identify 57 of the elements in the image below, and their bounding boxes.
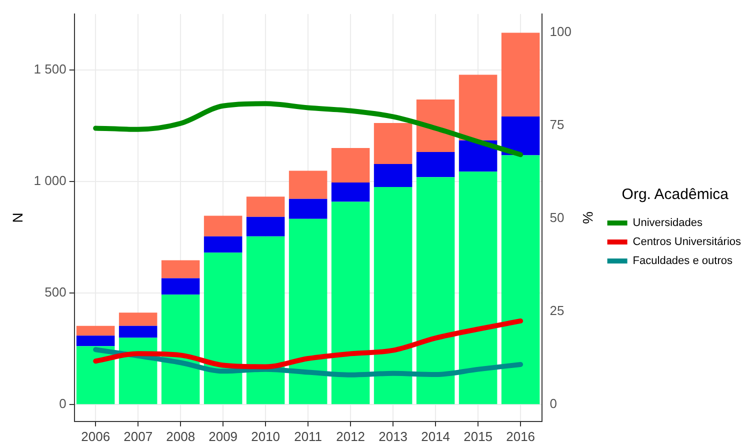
bar (331, 148, 370, 183)
bar (288, 170, 328, 199)
bar (416, 100, 455, 152)
bar (501, 116, 540, 156)
bar (246, 236, 285, 404)
bar (416, 177, 455, 404)
x-tick-label: 2007 (124, 428, 153, 444)
y-tick-label: 1 500 (34, 61, 66, 76)
bar (458, 172, 498, 404)
bar (76, 346, 115, 404)
x-tick-label: 2016 (506, 428, 536, 444)
bar (288, 218, 328, 404)
bar (501, 32, 540, 116)
y2-tick-label: 50 (550, 210, 564, 226)
bar (331, 202, 370, 404)
bar (501, 155, 540, 404)
bar (161, 260, 200, 278)
y-tick-label: 0 (59, 396, 66, 412)
x-tick-label: 2009 (208, 428, 238, 444)
bar (118, 312, 158, 326)
legend-label: Faculdades e outros (632, 255, 733, 268)
bar (246, 216, 285, 236)
y-tick-label: 500 (44, 284, 66, 300)
legend-title: Org. Acadêmica (622, 186, 730, 204)
y2-tick-label: 100 (550, 24, 572, 40)
bar (246, 196, 285, 217)
y2-tick-label: 25 (550, 303, 564, 318)
x-tick-label: 2011 (294, 428, 322, 444)
x-tick-label: 2012 (336, 428, 366, 444)
y2-tick-label: 0 (550, 396, 558, 412)
bar (76, 326, 115, 336)
x-tick-label: 2006 (81, 428, 110, 444)
legend-label: Universidades (632, 217, 703, 230)
bar (458, 74, 498, 140)
x-tick-label: 2014 (421, 428, 450, 444)
bar (331, 182, 370, 202)
bar (161, 294, 200, 404)
bar (204, 216, 242, 236)
x-tick-label: 2008 (166, 428, 196, 444)
y-tick-label: 1 000 (34, 173, 66, 188)
bar (76, 336, 115, 346)
x-tick-label: 2015 (464, 428, 493, 444)
bar (288, 198, 328, 219)
y2-tick-label: 75 (550, 117, 564, 132)
bar (416, 152, 455, 178)
y2-axis-title: % (580, 211, 596, 224)
x-tick-label: 2013 (378, 428, 408, 444)
legend-label: Centros Universitários (632, 236, 742, 248)
y-axis-title: N (9, 212, 26, 223)
bar (374, 187, 412, 404)
bar (374, 164, 412, 188)
bar (204, 236, 242, 253)
x-tick-label: 2010 (251, 428, 280, 444)
bar (118, 326, 158, 338)
bar (374, 122, 412, 164)
bar (204, 252, 242, 404)
bar (161, 278, 200, 295)
